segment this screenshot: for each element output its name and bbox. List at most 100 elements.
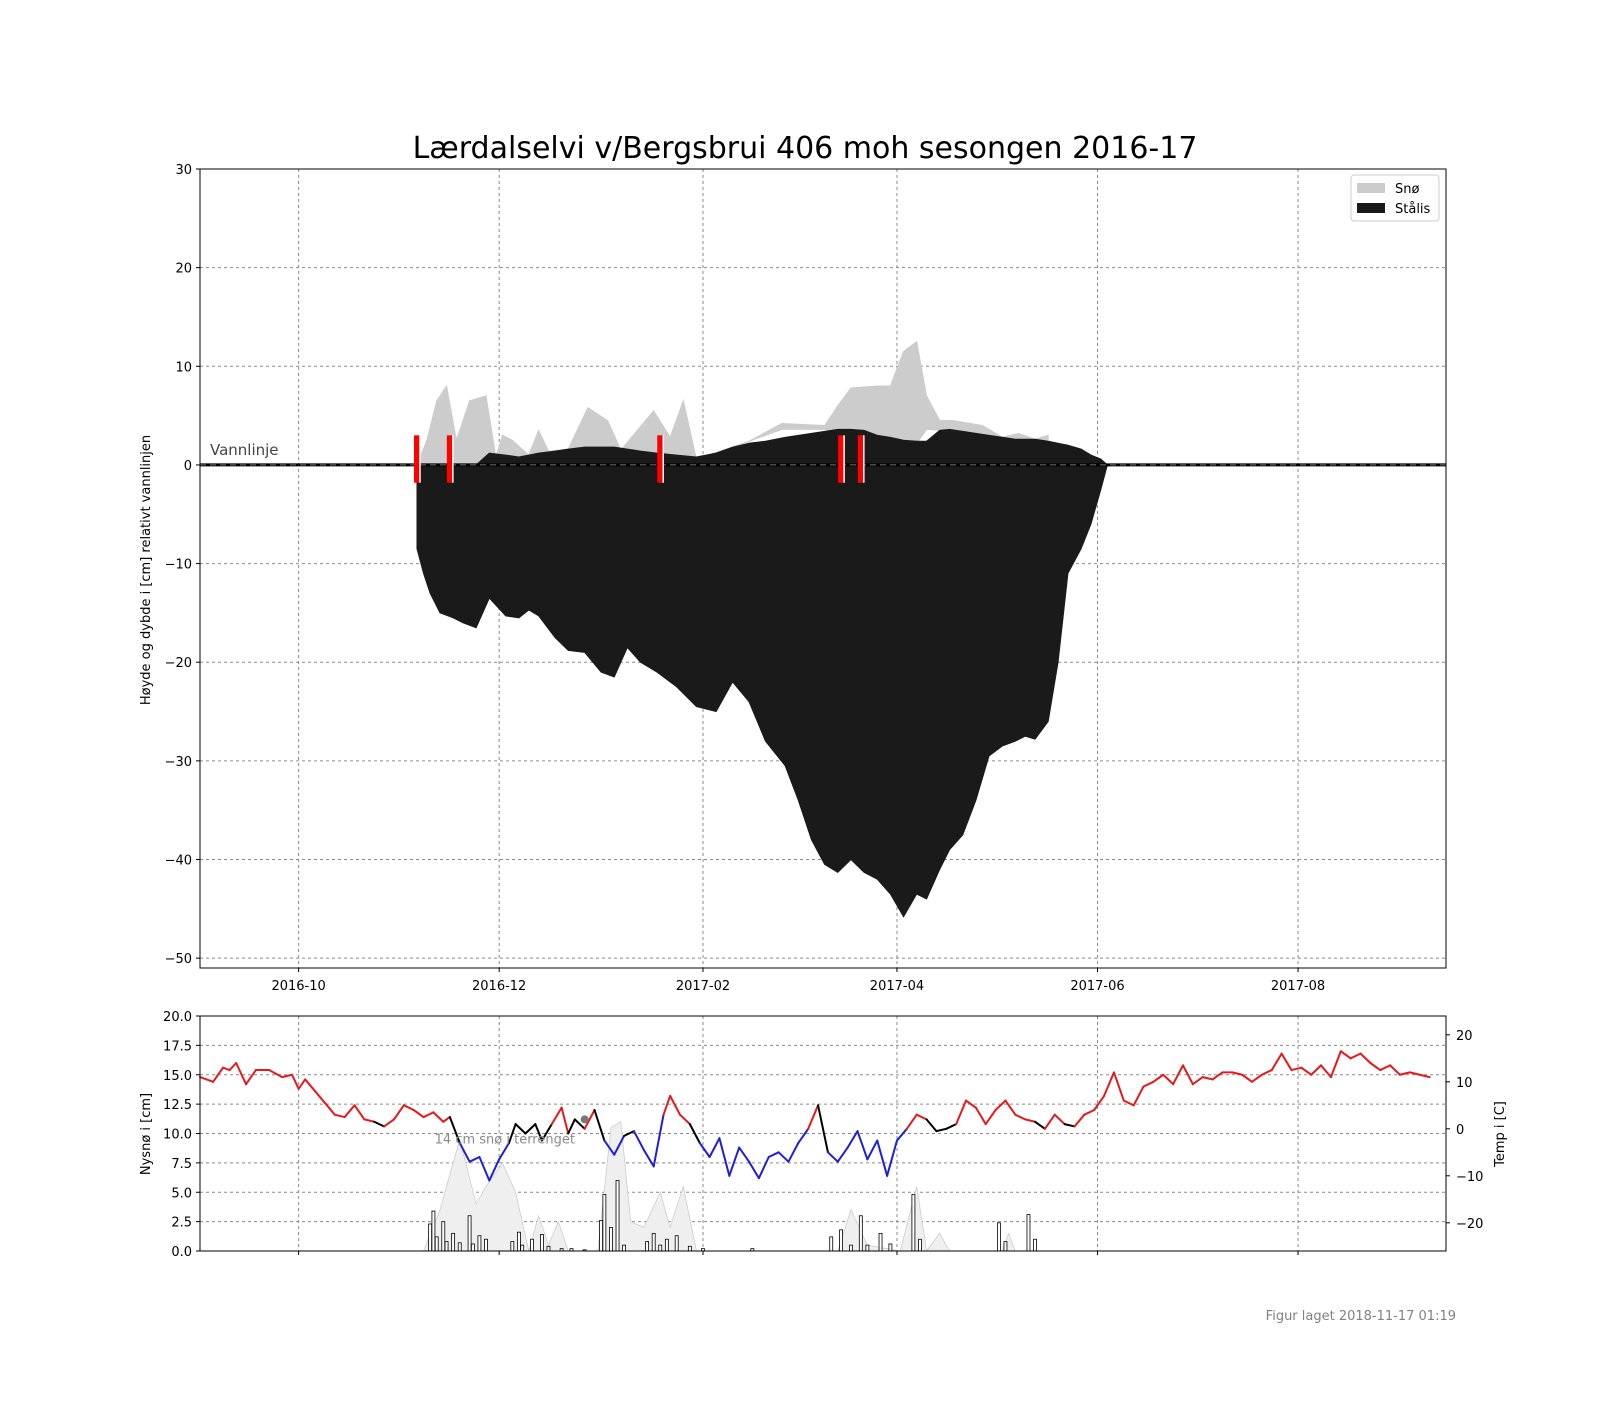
temp-line-segment — [281, 1073, 294, 1079]
new-snow-bar — [996, 1222, 1001, 1252]
temp-line-segment — [1389, 1064, 1401, 1076]
temp-line-segment — [1349, 1052, 1362, 1060]
temp-line-segment — [1073, 1113, 1086, 1128]
new-snow-bar — [1003, 1241, 1008, 1252]
bottom-y-right-tick-label: 0 — [1456, 1123, 1464, 1138]
ground-snow-area — [423, 1121, 1016, 1252]
temp-line-segment — [1398, 1071, 1411, 1076]
top-y-tick-label: −20 — [165, 656, 192, 671]
top-x-tick-label: 2017-08 — [1271, 979, 1325, 994]
new-snow-bar — [664, 1238, 669, 1252]
top-y-tick-label: 0 — [184, 459, 192, 474]
bottom-y-tick-label: 20.0 — [163, 1010, 192, 1025]
temp-line-segment — [757, 1156, 770, 1180]
temp-line-segment — [767, 1151, 780, 1158]
new-snow-bar — [645, 1241, 650, 1252]
temp-line-segment — [498, 1141, 511, 1161]
new-snow-bar — [622, 1244, 627, 1252]
temp-line-segment — [1014, 1113, 1027, 1121]
temp-line-segment — [1359, 1052, 1372, 1064]
temp-line-segment — [817, 1104, 829, 1154]
temp-line-segment — [353, 1104, 366, 1121]
temp-line-segment — [1152, 1073, 1165, 1083]
new-snow-bar — [878, 1232, 883, 1252]
temp-line-segment — [662, 1094, 672, 1116]
temp-line-segment — [787, 1141, 800, 1163]
ice-event-marker — [446, 435, 453, 483]
temp-line-segment — [212, 1066, 225, 1083]
temp-line-segment — [314, 1090, 326, 1104]
temp-line-segment — [432, 1111, 445, 1123]
top-y-tick-label: −40 — [165, 853, 192, 868]
waterline-label: Vannlinje — [210, 441, 279, 459]
top-y-tick-label: −10 — [165, 558, 192, 573]
temp-line-segment — [442, 1116, 451, 1123]
new-snow-bar — [602, 1194, 607, 1252]
temp-line-segment — [228, 1062, 238, 1072]
temp-line-segment — [508, 1123, 517, 1144]
temp-line-segment — [1034, 1120, 1046, 1130]
temp-line-segment — [583, 1109, 596, 1130]
temp-line-segment — [1369, 1062, 1382, 1072]
temp-line-segment — [392, 1104, 405, 1121]
temp-line-segment — [540, 1123, 553, 1142]
temp-line-segment — [642, 1148, 655, 1168]
temp-line-segment — [1172, 1064, 1184, 1086]
temp-line-segment — [1112, 1071, 1125, 1102]
temp-line-segment — [945, 1123, 958, 1130]
new-snow-bar — [651, 1232, 656, 1252]
ice-event-marker — [657, 435, 664, 483]
temp-line-segment — [1270, 1052, 1283, 1072]
new-snow-bar — [911, 1194, 916, 1252]
temp-line-segment — [478, 1156, 491, 1182]
bottom-y-tick-label: 12.5 — [163, 1098, 192, 1113]
temp-line-segment — [777, 1151, 790, 1163]
temp-line-segment — [567, 1118, 576, 1135]
temp-line-segment — [738, 1146, 751, 1163]
temp-line-segment — [797, 1127, 810, 1144]
temp-line-segment — [1418, 1073, 1431, 1079]
temp-line-segment — [268, 1069, 284, 1079]
top-y-tick-label: 10 — [175, 360, 192, 375]
new-snow-bar — [477, 1235, 482, 1252]
temp-line-segment — [632, 1130, 645, 1151]
temp-line-segment — [708, 1137, 721, 1158]
temp-line-segment — [1290, 1066, 1303, 1072]
top-y-tick-label: −50 — [165, 952, 192, 967]
temp-line-segment — [1043, 1113, 1056, 1130]
temp-line-segment — [669, 1094, 681, 1116]
temp-line-segment — [1231, 1071, 1244, 1076]
temp-line-segment — [1083, 1109, 1096, 1116]
top-y-tick-label: 20 — [175, 262, 192, 277]
temp-line-segment — [728, 1146, 741, 1177]
temp-line-segment — [297, 1078, 307, 1090]
top-y-tick-label: 30 — [175, 163, 192, 178]
temp-line-segment — [488, 1158, 501, 1182]
ice-band — [416, 428, 1108, 918]
temp-line-segment — [876, 1139, 889, 1177]
top-y-tick-label: −30 — [165, 755, 192, 770]
bottom-y-right-tick-label: 20 — [1456, 1029, 1473, 1044]
temp-line-segment — [974, 1106, 987, 1126]
new-snow-bar — [467, 1215, 472, 1252]
bottom-y-tick-label: 15.0 — [163, 1069, 192, 1084]
new-snow-bar — [457, 1242, 462, 1252]
temp-line-segment — [623, 1130, 635, 1137]
temp-line-segment — [836, 1146, 849, 1163]
temp-line-segment — [560, 1106, 570, 1135]
temp-line-segment — [1320, 1064, 1332, 1079]
temp-line-segment — [866, 1139, 879, 1161]
temp-line-segment — [524, 1123, 537, 1135]
new-snow-bar — [829, 1236, 834, 1252]
temp-line-segment — [688, 1123, 701, 1144]
temp-line-segment — [856, 1130, 869, 1161]
new-snow-bar — [441, 1221, 446, 1252]
new-snow-bar — [1033, 1238, 1037, 1252]
chart-title: Lærdalselvi v/Bergsbrui 406 moh sesongen… — [413, 131, 1198, 166]
temp-line-segment — [748, 1160, 760, 1180]
temp-line-segment — [343, 1104, 356, 1119]
temp-line-segment — [925, 1118, 938, 1133]
temp-line-segment — [1300, 1066, 1313, 1076]
